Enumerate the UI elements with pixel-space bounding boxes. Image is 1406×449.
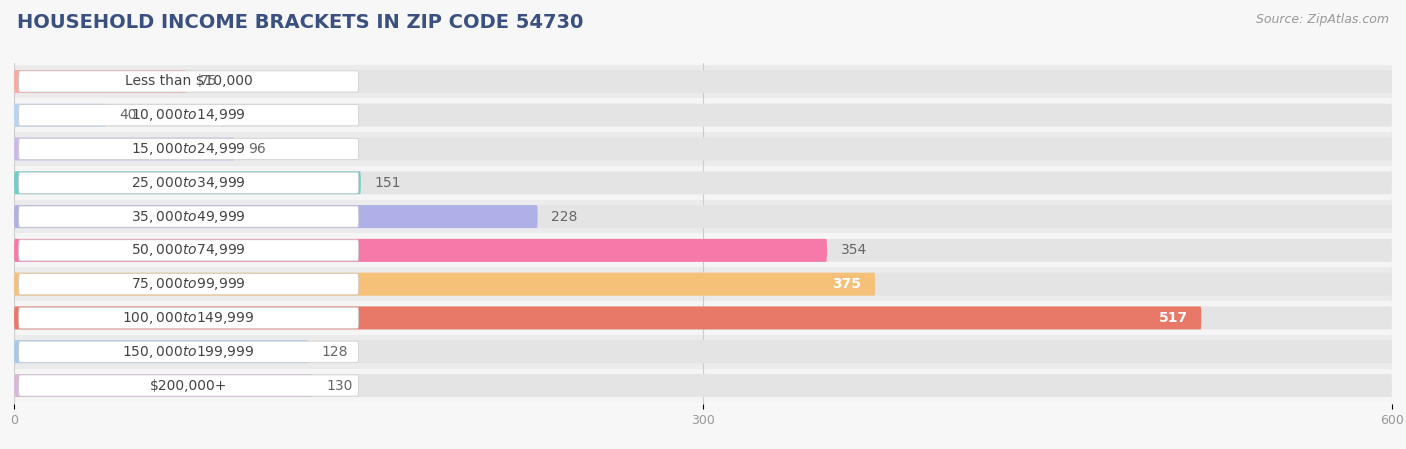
Text: 375: 375 [832, 277, 862, 291]
FancyBboxPatch shape [14, 335, 1392, 369]
FancyBboxPatch shape [18, 375, 359, 396]
Text: 151: 151 [374, 176, 401, 190]
FancyBboxPatch shape [14, 166, 1392, 200]
FancyBboxPatch shape [14, 137, 235, 160]
FancyBboxPatch shape [18, 273, 359, 295]
Text: $15,000 to $24,999: $15,000 to $24,999 [131, 141, 246, 157]
FancyBboxPatch shape [18, 71, 359, 92]
Text: 130: 130 [326, 379, 353, 392]
FancyBboxPatch shape [18, 138, 359, 159]
FancyBboxPatch shape [14, 98, 1392, 132]
FancyBboxPatch shape [14, 172, 361, 194]
FancyBboxPatch shape [14, 70, 1392, 93]
Text: $10,000 to $14,999: $10,000 to $14,999 [131, 107, 246, 123]
FancyBboxPatch shape [14, 104, 105, 127]
Text: Source: ZipAtlas.com: Source: ZipAtlas.com [1256, 13, 1389, 26]
FancyBboxPatch shape [14, 137, 1392, 160]
FancyBboxPatch shape [18, 308, 359, 329]
Text: $150,000 to $199,999: $150,000 to $199,999 [122, 344, 254, 360]
FancyBboxPatch shape [18, 105, 359, 126]
FancyBboxPatch shape [14, 65, 1392, 98]
Text: 354: 354 [841, 243, 868, 257]
Text: $100,000 to $149,999: $100,000 to $149,999 [122, 310, 254, 326]
FancyBboxPatch shape [14, 369, 1392, 402]
FancyBboxPatch shape [18, 172, 359, 194]
Text: 40: 40 [120, 108, 138, 122]
FancyBboxPatch shape [14, 205, 1392, 228]
FancyBboxPatch shape [14, 340, 308, 363]
Text: $25,000 to $34,999: $25,000 to $34,999 [131, 175, 246, 191]
FancyBboxPatch shape [14, 233, 1392, 267]
FancyBboxPatch shape [18, 240, 359, 261]
FancyBboxPatch shape [14, 172, 1392, 194]
FancyBboxPatch shape [14, 200, 1392, 233]
FancyBboxPatch shape [14, 70, 186, 93]
FancyBboxPatch shape [14, 374, 1392, 397]
Text: Less than $10,000: Less than $10,000 [125, 75, 253, 88]
FancyBboxPatch shape [14, 239, 1392, 262]
FancyBboxPatch shape [14, 273, 875, 295]
FancyBboxPatch shape [14, 307, 1392, 330]
Text: $75,000 to $99,999: $75,000 to $99,999 [131, 276, 246, 292]
FancyBboxPatch shape [18, 206, 359, 227]
FancyBboxPatch shape [14, 205, 537, 228]
FancyBboxPatch shape [14, 104, 1392, 127]
FancyBboxPatch shape [14, 239, 827, 262]
Text: 517: 517 [1159, 311, 1188, 325]
FancyBboxPatch shape [14, 374, 312, 397]
Text: $200,000+: $200,000+ [150, 379, 228, 392]
Text: $50,000 to $74,999: $50,000 to $74,999 [131, 242, 246, 258]
FancyBboxPatch shape [18, 341, 359, 362]
Text: 228: 228 [551, 210, 578, 224]
Text: $35,000 to $49,999: $35,000 to $49,999 [131, 209, 246, 224]
Text: 75: 75 [200, 75, 218, 88]
FancyBboxPatch shape [14, 267, 1392, 301]
Text: 96: 96 [249, 142, 266, 156]
FancyBboxPatch shape [14, 132, 1392, 166]
FancyBboxPatch shape [14, 307, 1201, 330]
FancyBboxPatch shape [14, 340, 1392, 363]
Text: HOUSEHOLD INCOME BRACKETS IN ZIP CODE 54730: HOUSEHOLD INCOME BRACKETS IN ZIP CODE 54… [17, 13, 583, 32]
Text: 128: 128 [322, 345, 349, 359]
FancyBboxPatch shape [14, 301, 1392, 335]
FancyBboxPatch shape [14, 273, 1392, 295]
